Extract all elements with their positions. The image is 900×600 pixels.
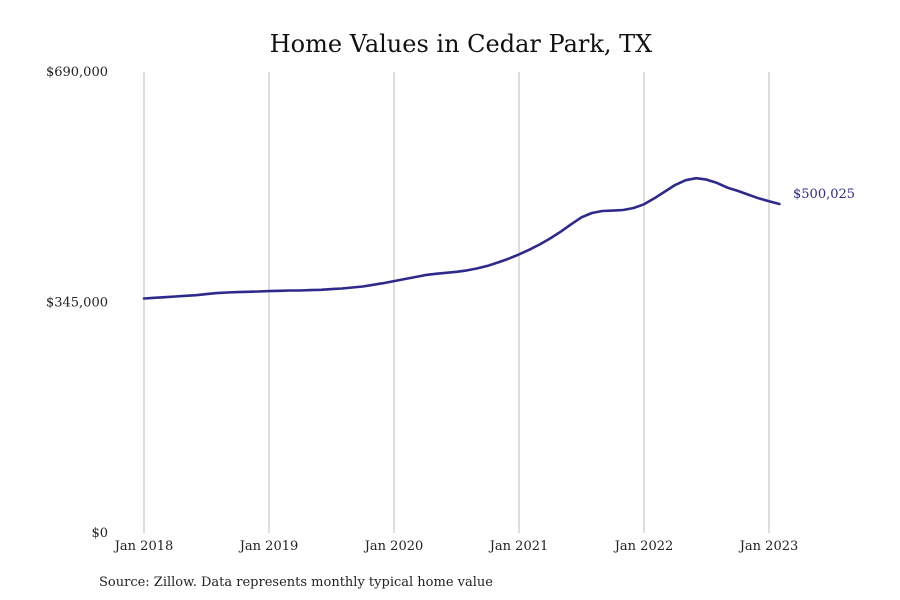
y-tick-label: $345,000 <box>46 296 108 311</box>
y-tick-label: $0 <box>91 526 108 541</box>
x-tick-label: Jan 2020 <box>363 539 424 554</box>
x-tick-label: Jan 2019 <box>238 539 299 554</box>
chart-title: Home Values in Cedar Park, TX <box>270 30 653 58</box>
x-tick-label: Jan 2022 <box>613 539 674 554</box>
x-tick-label: Jan 2018 <box>113 539 174 554</box>
y-axis-ticks: $0 $345,000 $690,000 <box>46 65 108 541</box>
x-axis-ticks: Jan 2018 Jan 2019 Jan 2020 Jan 2021 Jan 2022… <box>113 539 799 554</box>
series-line-home-value <box>142 176 781 300</box>
x-tick-label: Jan 2023 <box>738 539 799 554</box>
x-tick-label: Jan 2021 <box>488 539 549 554</box>
end-value-label: $500,025 <box>793 187 855 202</box>
source-note: Source: Zillow. Data represents monthly … <box>99 575 493 590</box>
gridlines <box>143 72 770 533</box>
y-tick-label: $690,000 <box>46 65 108 80</box>
